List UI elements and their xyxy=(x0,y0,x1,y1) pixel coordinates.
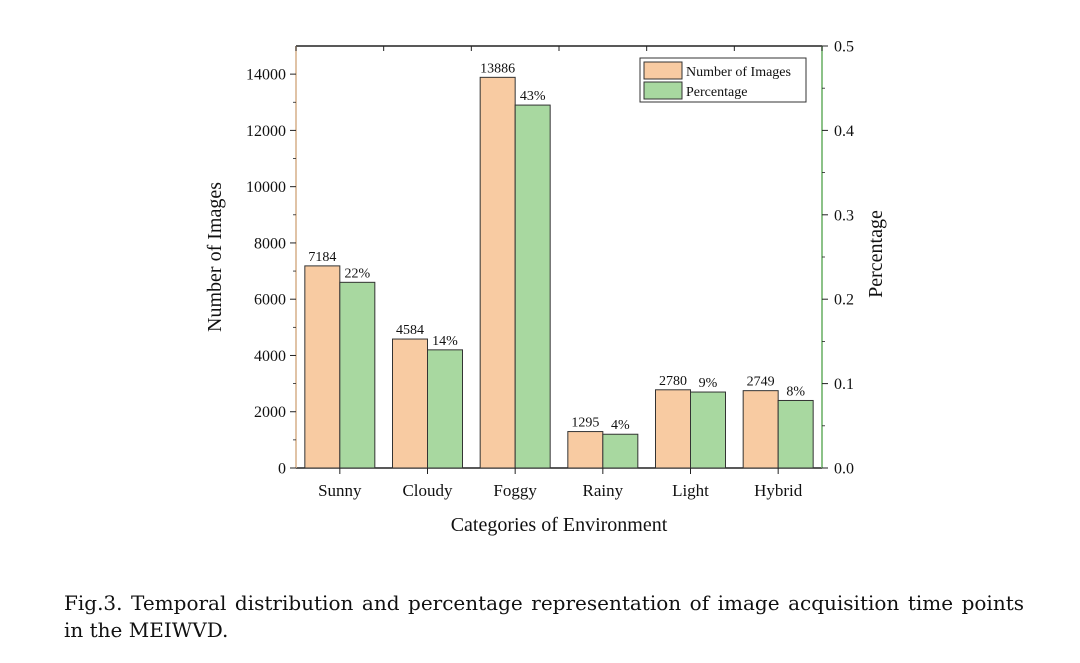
x-tick-label: Hybrid xyxy=(754,481,803,500)
legend-swatch xyxy=(643,61,683,80)
x-tick-label: Light xyxy=(672,481,709,500)
legend-label: Percentage xyxy=(686,85,747,100)
bar-chart: 0 2000 4000 6000 8000 10000 12000 14000 0.0 0.1 0.… xyxy=(204,39,887,537)
data-label-percentage: 22% xyxy=(344,266,370,281)
bar-number-of-images xyxy=(567,431,604,469)
data-label-percentage: 4% xyxy=(611,418,630,433)
data-label-number-of-images: 4584 xyxy=(396,323,424,338)
caption-text: Temporal distribution and percentage rep… xyxy=(64,591,1024,642)
left-y-tick-label: 14000 xyxy=(246,67,286,84)
bar-number-of-images xyxy=(392,338,428,469)
bar-percentage xyxy=(339,281,376,469)
data-label-number-of-images: 2780 xyxy=(659,374,687,389)
bar-number-of-images xyxy=(655,389,691,469)
right-y-tick-label: 0.2 xyxy=(834,292,854,309)
right-y-tick-label: 0.1 xyxy=(834,376,854,393)
data-label-number-of-images: 7184 xyxy=(308,250,336,265)
data-label-percentage: 14% xyxy=(432,334,458,349)
x-tick-label: Cloudy xyxy=(402,481,453,500)
y-axis-label: Number of Images xyxy=(204,182,226,332)
bar-percentage xyxy=(427,349,463,469)
bar-number-of-images xyxy=(304,265,341,469)
right-y-tick-label: 0.0 xyxy=(834,461,854,478)
bar-percentage xyxy=(602,433,639,469)
bar-number-of-images xyxy=(479,76,516,469)
left-y-tick-label: 4000 xyxy=(254,348,286,365)
x-tick-label: Foggy xyxy=(493,481,537,500)
right-y-tick-label: 0.3 xyxy=(834,207,854,224)
data-label-number-of-images: 2749 xyxy=(747,375,775,390)
data-label-number-of-images: 13886 xyxy=(480,61,515,76)
data-label-percentage: 43% xyxy=(520,89,546,104)
bar-percentage xyxy=(514,104,551,469)
y2-axis-label: Percentage xyxy=(865,210,887,298)
right-y-tick-label: 0.4 xyxy=(834,123,854,140)
data-label-percentage: 8% xyxy=(786,384,805,399)
data-label-number-of-images: 1295 xyxy=(571,416,599,431)
x-tick-label: Rainy xyxy=(583,481,624,500)
chart-area: 0 2000 4000 6000 8000 10000 12000 14000 0.0 0.1 0.… xyxy=(204,39,887,537)
left-y-tick-label: 8000 xyxy=(254,235,286,252)
figure-caption: Fig.3. Temporal distribution and percent… xyxy=(64,590,1024,644)
left-y-tick-label: 0 xyxy=(278,461,286,478)
legend-label: Number of Images xyxy=(686,65,791,80)
x-tick-label: Sunny xyxy=(318,481,362,500)
caption-label: Fig.3. xyxy=(64,591,123,615)
bar-number-of-images xyxy=(742,390,779,469)
left-y-tick-label: 2000 xyxy=(254,404,286,421)
x-axis-label: Categories of Environment xyxy=(451,514,668,536)
data-label-percentage: 9% xyxy=(699,376,718,391)
left-y-tick-label: 6000 xyxy=(254,292,286,309)
left-y-tick-label: 10000 xyxy=(246,179,286,196)
bar-percentage xyxy=(777,399,814,469)
legend-swatch xyxy=(643,81,683,100)
right-y-tick-label: 0.5 xyxy=(834,39,854,56)
bar-percentage xyxy=(690,391,726,469)
left-y-tick-label: 12000 xyxy=(246,123,286,140)
